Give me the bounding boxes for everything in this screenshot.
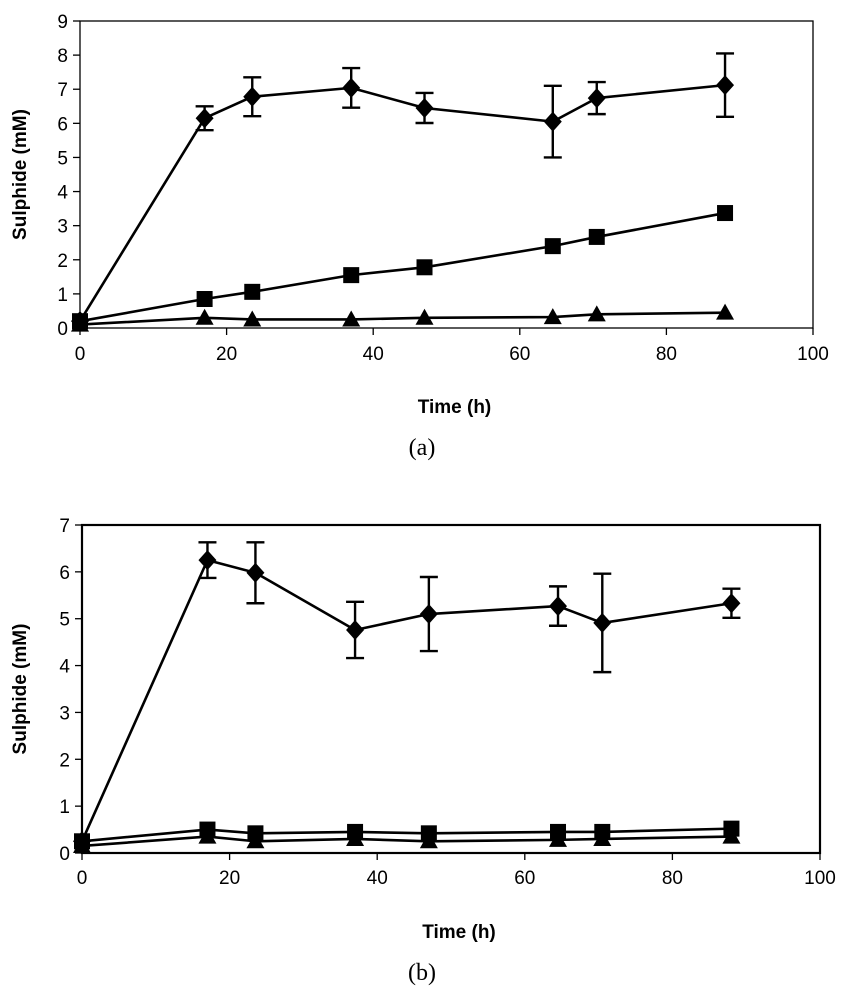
x-tick-label: 80 [656, 344, 677, 365]
x-tick-label: 40 [363, 344, 384, 365]
data-point-triangle [549, 830, 568, 847]
data-point-triangle [243, 310, 262, 327]
series-square [74, 820, 740, 850]
x-tick-label: 0 [77, 868, 88, 889]
y-tick-label: 4 [57, 183, 68, 204]
y-tick-label: 1 [59, 797, 70, 818]
data-point-diamond [716, 75, 735, 96]
x-tick-label: 40 [367, 868, 388, 889]
data-point-diamond [593, 612, 612, 633]
y-tick-label: 6 [57, 114, 68, 135]
data-point-diamond [346, 619, 365, 640]
data-point-square [343, 267, 360, 284]
plot-frame [80, 523, 822, 855]
series-line [81, 835, 732, 848]
plot-frame [79, 20, 814, 329]
y-tick-label: 0 [59, 844, 70, 865]
data-point-diamond [587, 88, 606, 109]
data-point-triangle [198, 827, 217, 844]
y-tick-label: 2 [59, 750, 70, 771]
series-square [72, 205, 734, 330]
panel-label: (a) [409, 435, 436, 461]
data-point-triangle [593, 829, 612, 846]
y-tick-label: 3 [59, 703, 70, 724]
y-tick-label: 1 [57, 285, 68, 306]
y-tick-label: 8 [57, 46, 68, 67]
data-point-square [717, 205, 734, 222]
panel-label: (b) [408, 960, 436, 986]
data-point-triangle [246, 832, 265, 849]
x-tick-label: 60 [509, 344, 530, 365]
x-tick-label: 100 [797, 344, 829, 365]
data-point-triangle [71, 315, 89, 332]
y-axis-title: Sulphide (mM) [10, 624, 31, 755]
data-point-triangle [415, 308, 434, 325]
x-tick-label: 20 [216, 344, 237, 365]
data-point-triangle [342, 310, 361, 327]
data-point-triangle [722, 827, 741, 844]
data-point-diamond [195, 108, 214, 129]
data-point-triangle [73, 836, 91, 853]
data-point-square [196, 291, 213, 308]
data-point-diamond [722, 593, 741, 614]
data-point-triangle [716, 303, 735, 320]
y-tick-label: 9 [57, 12, 68, 33]
data-point-diamond [198, 550, 217, 571]
series-triangle [73, 827, 741, 853]
y-tick-label: 6 [59, 563, 70, 584]
y-axis-title: Sulphide (mM) [10, 109, 31, 240]
data-point-triangle [195, 308, 214, 325]
data-point-triangle [543, 308, 562, 325]
y-tick-label: 0 [57, 319, 68, 340]
data-point-diamond [342, 77, 361, 98]
data-point-triangle [346, 829, 365, 846]
series-line [79, 211, 726, 323]
y-tick-label: 7 [59, 516, 70, 537]
chart-panel-a: 0 1 2 3 4 5 6 7 8 9 0 20 40 60 80 100 Time (h) Sulphide (… [10, 12, 829, 461]
series-line [80, 558, 732, 842]
data-point-triangle [419, 832, 438, 849]
y-tick-label: 4 [59, 657, 70, 678]
data-point-square [244, 283, 261, 300]
data-point-diamond [415, 97, 434, 118]
chart-panel-b: 0 1 2 3 4 5 6 7 0 20 40 60 80 100 Time (h) Sulphide (mM… [10, 516, 836, 986]
data-point-square [588, 228, 605, 245]
y-tick-label: 5 [57, 148, 68, 169]
data-point-diamond [549, 596, 568, 617]
x-axis-title: Time (h) [418, 397, 492, 418]
data-point-triangle [587, 305, 606, 322]
series-triangle [71, 303, 735, 332]
x-tick-label: 20 [219, 868, 240, 889]
series-line [79, 311, 726, 326]
x-tick-label: 80 [662, 868, 683, 889]
y-tick-label: 2 [57, 251, 68, 272]
x-tick-label: 0 [75, 344, 86, 365]
x-tick-label: 100 [804, 868, 836, 889]
data-point-diamond [243, 86, 262, 107]
x-axis-title: Time (h) [422, 922, 496, 943]
data-point-square [416, 259, 433, 276]
series-diamond [73, 541, 741, 852]
y-tick-label: 7 [57, 80, 68, 101]
x-tick-label: 60 [514, 868, 535, 889]
data-point-diamond [419, 604, 438, 625]
series-diamond [71, 52, 735, 332]
data-point-square [544, 238, 561, 255]
series-line [78, 83, 726, 322]
data-point-diamond [543, 111, 562, 132]
y-tick-label: 3 [57, 217, 68, 238]
y-tick-label: 5 [59, 610, 70, 631]
data-point-diamond [246, 562, 265, 583]
